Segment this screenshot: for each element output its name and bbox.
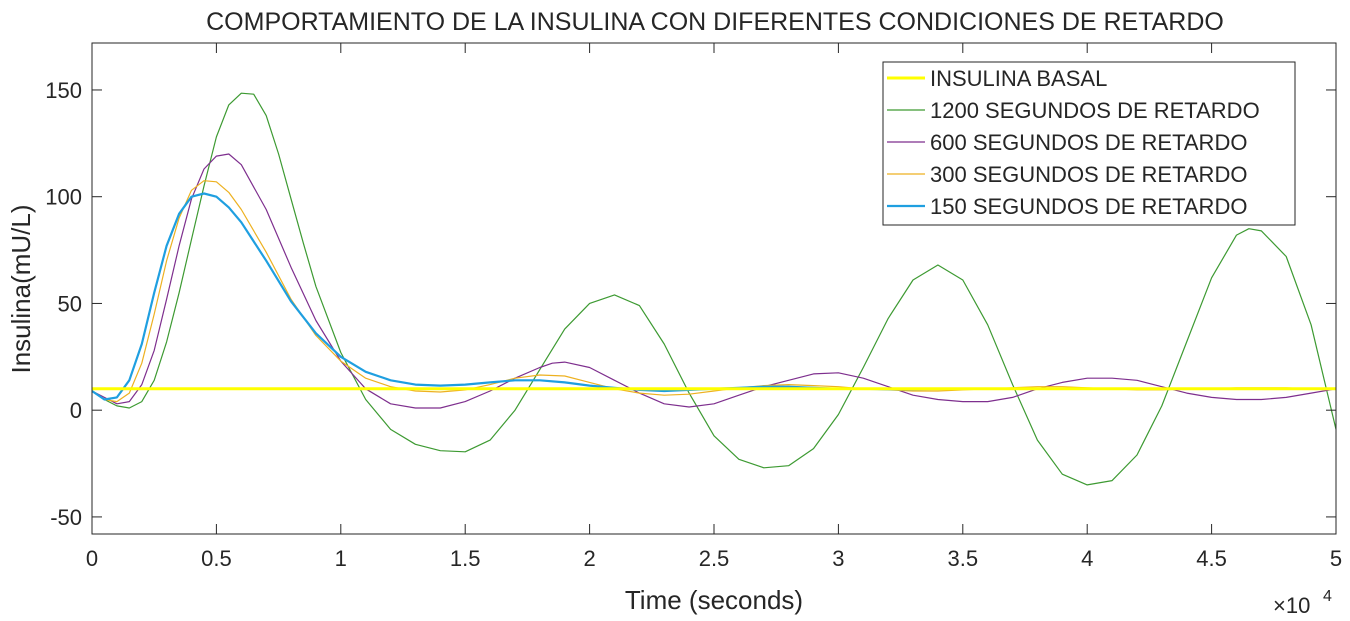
legend-item: 150 SEGUNDOS DE RETARDO (887, 194, 1247, 219)
legend-box (882, 61, 1296, 226)
x-tick-label: 1.5 (450, 546, 481, 571)
series-line (91, 92, 1337, 486)
x-tick-label: 0 (86, 546, 98, 571)
x-tick-label: 2 (583, 546, 595, 571)
x-tick-label: 2.5 (699, 546, 730, 571)
legend-label: 150 SEGUNDOS DE RETARDO (930, 194, 1247, 219)
legend: INSULINA BASAL 1200 SEGUNDOS DE RETARDO 60… (882, 61, 1296, 226)
x-tick-label: 5 (1330, 546, 1342, 571)
y-axis-label: Insulina(mU/L) (6, 204, 36, 373)
x-tick-label: 3 (832, 546, 844, 571)
y-tick-label: 0 (70, 398, 82, 423)
legend-item: 1200 SEGUNDOS DE RETARDO (887, 98, 1260, 123)
x-exponent-base: ×10 (1273, 593, 1310, 618)
x-exponent-power: 4 (1323, 588, 1332, 605)
legend-label: 300 SEGUNDOS DE RETARDO (930, 162, 1247, 187)
y-tick-label: -50 (50, 505, 82, 530)
x-tick-label: 0.5 (201, 546, 232, 571)
series-layer (91, 92, 1337, 486)
legend-label: 1200 SEGUNDOS DE RETARDO (930, 98, 1260, 123)
x-tick-label: 4 (1081, 546, 1093, 571)
legend-label: 600 SEGUNDOS DE RETARDO (930, 130, 1247, 155)
y-tick-label: 100 (45, 185, 82, 210)
x-tick-label: 4.5 (1196, 546, 1227, 571)
legend-item: 300 SEGUNDOS DE RETARDO (887, 162, 1247, 187)
y-tick-label: 150 (45, 78, 82, 103)
legend-label: INSULINA BASAL (930, 66, 1107, 91)
x-exponent-label: ×10 4 (1273, 588, 1332, 618)
x-tick-label: 3.5 (948, 546, 979, 571)
legend-item: INSULINA BASAL (887, 66, 1107, 91)
series-line (91, 153, 1337, 409)
legend-item: 600 SEGUNDOS DE RETARDO (887, 130, 1247, 155)
x-axis-label: Time (seconds) (625, 585, 803, 615)
chart-title: COMPORTAMIENTO DE LA INSULINA CON DIFERE… (206, 8, 1224, 36)
x-tick-label: 1 (335, 546, 347, 571)
y-tick-label: 50 (58, 291, 82, 316)
